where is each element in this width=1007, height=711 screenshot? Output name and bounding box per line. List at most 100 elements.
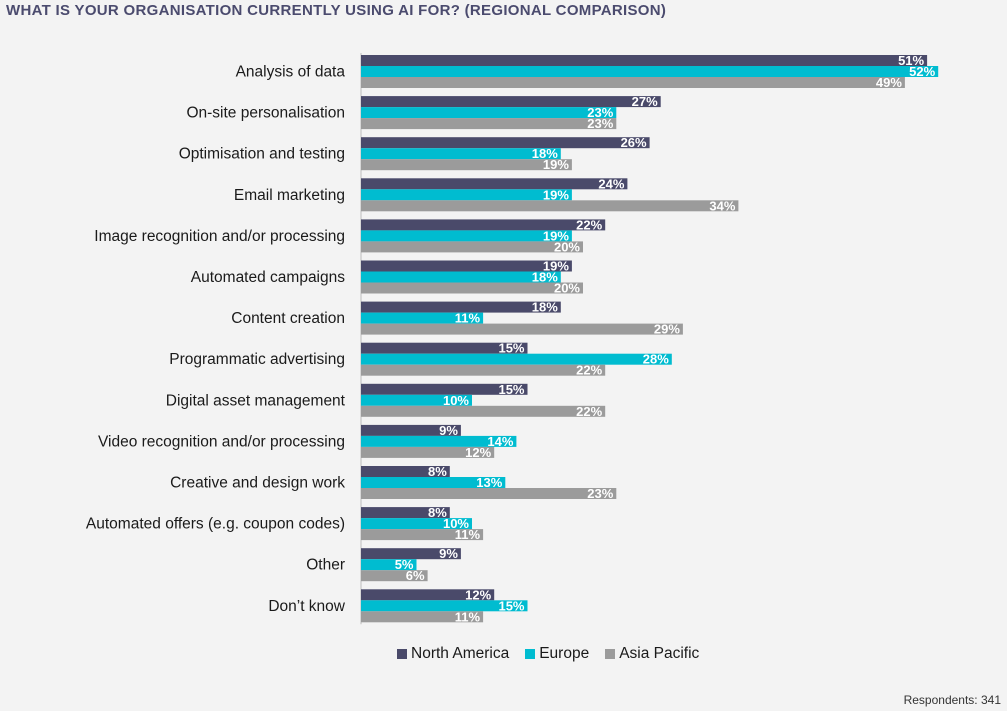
bar-north-america: [361, 507, 450, 519]
bar-group-email-marketing: Email marketing 24% 19% 34%: [234, 176, 739, 213]
legend-label: Asia Pacific: [619, 645, 700, 662]
category-label: Automated campaigns: [191, 269, 345, 286]
category-label: Digital asset management: [166, 392, 346, 409]
value-label-asia-pacific: 29%: [654, 322, 680, 337]
value-label-europe: 5%: [395, 557, 414, 572]
bar-group-video-recognition-and-or-processing: Video recognition and/or processing 9% 14%…: [98, 423, 517, 460]
bar-north-america: [361, 301, 561, 313]
bar-group-image-recognition-and-or-processing: Image recognition and/or processing 22% 19…: [94, 217, 606, 254]
bar-europe: [361, 477, 506, 488]
category-label: Optimisation and testing: [179, 146, 345, 163]
bar-group-automated-offers-e-g-coupon-codes: Automated offers (e.g. coupon codes) 8%10…: [86, 505, 484, 542]
value-label-north-america: 15%: [498, 382, 524, 397]
bar-asia-pacific: [361, 323, 683, 335]
bar-europe: [361, 559, 417, 571]
bar-europe: [361, 518, 472, 530]
bar-group-don-t-know: Don’t know 12% 15% 11%: [268, 587, 528, 624]
bar-asia-pacific: [361, 611, 484, 623]
value-label-asia-pacific: 23%: [587, 486, 613, 501]
bar-asia-pacific: [361, 488, 617, 499]
value-label-asia-pacific: 11%: [455, 527, 481, 542]
legend-item-north-america: North America: [397, 645, 509, 663]
bar-group-analysis-of-data: Analysis of data 51%52% 49%: [236, 53, 939, 90]
bar-europe: [361, 353, 672, 365]
bar-europe: [361, 148, 561, 160]
bar-europe: [361, 66, 939, 77]
bar-north-america: [361, 96, 661, 108]
bar-north-america: [361, 260, 572, 272]
bar-asia-pacific: [361, 159, 572, 171]
value-label-asia-pacific: 22%: [576, 404, 602, 419]
category-label: Video recognition and/or processing: [98, 433, 345, 450]
bar-north-america: [361, 424, 461, 436]
bar-europe: [361, 107, 617, 119]
value-label-north-america: 24%: [598, 176, 624, 191]
value-label-north-america: 9%: [439, 423, 458, 438]
legend-label: North America: [411, 645, 510, 662]
legend-label: Europe: [539, 645, 590, 662]
category-label: Analysis of data: [236, 64, 346, 81]
legend: North America Europe Asia Pacific: [397, 645, 699, 663]
value-label-europe: 10%: [443, 393, 469, 408]
value-label-europe: 11%: [455, 311, 481, 326]
bar-group-digital-asset-management: Digital asset management 15% 10% 22%: [166, 382, 606, 419]
bar-chart: Analysis of data 51%52% 49% On-site persona…: [86, 53, 939, 625]
value-label-north-america: 26%: [621, 135, 647, 150]
value-label-europe: 18%: [532, 146, 558, 161]
value-label-asia-pacific: 12%: [465, 445, 491, 460]
bar-north-america: [361, 548, 461, 560]
value-label-europe: 52%: [909, 64, 935, 79]
value-label-asia-pacific: 20%: [554, 239, 580, 254]
value-label-asia-pacific: 20%: [554, 281, 580, 296]
bar-europe: [361, 189, 572, 201]
category-label: Don’t know: [268, 598, 345, 615]
bar-group-content-creation: Content creation 18% 11% 29%: [231, 300, 683, 337]
bar-group-on-site-personalisation: On-site personalisation 27% 23%23%: [186, 94, 661, 131]
category-label: Email marketing: [234, 187, 345, 204]
category-label: Content creation: [231, 310, 345, 327]
value-label-asia-pacific: 34%: [709, 198, 735, 213]
bar-asia-pacific: [361, 200, 739, 212]
bar-north-america: [361, 383, 528, 395]
category-label: Creative and design work: [170, 475, 345, 492]
bar-group-optimisation-and-testing: Optimisation and testing 26% 18%19%: [179, 135, 650, 172]
value-label-north-america: 22%: [576, 217, 602, 232]
category-label: Programmatic advertising: [169, 351, 345, 368]
category-label: Automated offers (e.g. coupon codes): [86, 516, 345, 533]
category-label: Image recognition and/or processing: [94, 228, 345, 245]
bar-asia-pacific: [361, 282, 583, 294]
bar-asia-pacific: [361, 529, 484, 541]
legend-item-europe: Europe: [525, 645, 589, 663]
value-label-north-america: 27%: [632, 94, 658, 109]
bar-north-america: [361, 342, 528, 354]
bar-europe: [361, 394, 472, 406]
value-label-asia-pacific: 19%: [543, 157, 569, 172]
bar-europe: [361, 600, 528, 612]
value-label-asia-pacific: 49%: [876, 75, 902, 90]
bar-group-automated-campaigns: Automated campaigns 19%18%20%: [191, 259, 583, 296]
value-label-europe: 10%: [443, 516, 469, 531]
respondents-note: Respondents: 341: [903, 693, 1001, 707]
value-label-europe: 13%: [476, 475, 502, 490]
value-label-europe: 14%: [487, 434, 513, 449]
value-label-north-america: 9%: [439, 546, 458, 561]
bar-europe: [361, 312, 484, 324]
chart-body: Analysis of data 51%52% 49% On-site persona…: [86, 53, 939, 624]
bar-group-other: Other 9% 5%6%: [306, 546, 461, 583]
bar-asia-pacific: [361, 118, 617, 130]
bar-europe: [361, 435, 517, 447]
bar-group-programmatic-advertising: Programmatic advertising 15% 28% 22%: [169, 341, 672, 378]
value-label-asia-pacific: 6%: [406, 568, 425, 583]
bar-asia-pacific: [361, 241, 583, 253]
bar-asia-pacific: [361, 446, 495, 458]
value-label-north-america: 15%: [498, 341, 524, 356]
legend-item-asia-pacific: Asia Pacific: [605, 645, 699, 663]
value-label-europe: 18%: [532, 270, 558, 285]
value-label-europe: 19%: [543, 228, 569, 243]
bar-asia-pacific: [361, 570, 428, 582]
value-label-asia-pacific: 11%: [455, 609, 481, 624]
bar-north-america: [361, 178, 628, 190]
value-label-north-america: 51%: [898, 53, 924, 68]
value-label-asia-pacific: 23%: [587, 116, 613, 131]
bar-asia-pacific: [361, 405, 606, 417]
